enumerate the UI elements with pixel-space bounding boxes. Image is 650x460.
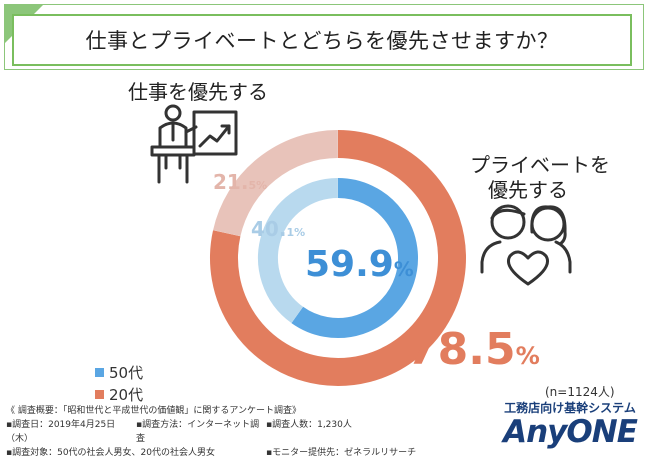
outer-work-number: 21. xyxy=(213,170,249,194)
inner-private-value: 59.9% xyxy=(305,247,414,283)
notes-method: ▪調査方法：インターネット調査 xyxy=(136,420,260,444)
logo-subtitle: 工務店向け基幹システム xyxy=(504,401,636,415)
legend-swatch-20s xyxy=(95,390,104,399)
legend-swatch-50s xyxy=(95,368,104,377)
work-priority-label: 仕事を優先する xyxy=(128,80,268,104)
worker-at-board-icon xyxy=(150,104,238,184)
notes-line-2: ▪調査日：2019年4月25日（木） ▪調査方法：インターネット調査 ▪調査人数… xyxy=(6,418,486,446)
legend: 50代 20代 xyxy=(95,362,143,406)
survey-notes: 《 調査概要：「昭和世代と平成世代の価値観」に関するアンケート調査》 ▪調査日：… xyxy=(6,404,486,460)
title-box: 仕事とプライベートとどちらを優先させますか？ xyxy=(12,14,632,66)
page-title: 仕事とプライベートとどちらを優先させますか？ xyxy=(85,29,559,53)
legend-label-20s: 20代 xyxy=(109,386,144,404)
ring-50s-work-slice xyxy=(258,178,339,324)
inner-work-number: 40. xyxy=(251,217,287,241)
logo-wordmark: AnyONE xyxy=(503,414,638,450)
private-priority-label: プライベートを 優先する xyxy=(470,153,610,203)
notes-count: ▪調査人数：1,230人 xyxy=(266,420,352,430)
notes-target: ▪調査対象：50代の社会人男女、20代の社会人男女 xyxy=(6,448,216,458)
notes-line-3: ▪調査対象：50代の社会人男女、20代の社会人男女 ▪モニター提供先：ゼネラルリ… xyxy=(6,446,486,460)
sample-size: (n=1124人) xyxy=(545,385,615,399)
ring-20s-work-slice xyxy=(213,130,339,237)
donut-chart xyxy=(150,104,572,386)
private-label-line1: プライベートを xyxy=(470,153,610,177)
ring-20s-private-slice xyxy=(210,130,466,386)
outer-private-value: 78.5% xyxy=(407,328,540,372)
inner-private-unit: % xyxy=(393,258,414,281)
ring-50s-private-slice xyxy=(291,178,418,338)
legend-label-50s: 50代 xyxy=(109,364,144,382)
notes-date: ▪調査日：2019年4月25日（木） xyxy=(6,420,116,444)
notes-line-1: 《 調査概要：「昭和世代と平成世代の価値観」に関するアンケート調査》 xyxy=(6,406,302,416)
private-label-line2: 優先する xyxy=(488,178,568,202)
inner-work-unit: 1% xyxy=(286,226,306,239)
notes-provider: ▪モニター提供先：ゼネラルリサーチ xyxy=(266,448,417,458)
outer-private-number: 78.5 xyxy=(407,324,516,375)
outer-private-unit: % xyxy=(515,342,540,370)
inner-private-number: 59.9 xyxy=(305,244,394,285)
inner-work-value: 40.1% xyxy=(251,219,305,239)
outer-work-unit: 5% xyxy=(248,179,268,192)
couple-heart-icon xyxy=(480,204,572,286)
outer-work-value: 21.5% xyxy=(213,172,267,192)
anyone-logo: 工務店向け基幹システム AnyONE xyxy=(494,399,646,448)
legend-item-50s: 50代 xyxy=(95,362,143,384)
legend-item-20s: 20代 xyxy=(95,384,143,406)
